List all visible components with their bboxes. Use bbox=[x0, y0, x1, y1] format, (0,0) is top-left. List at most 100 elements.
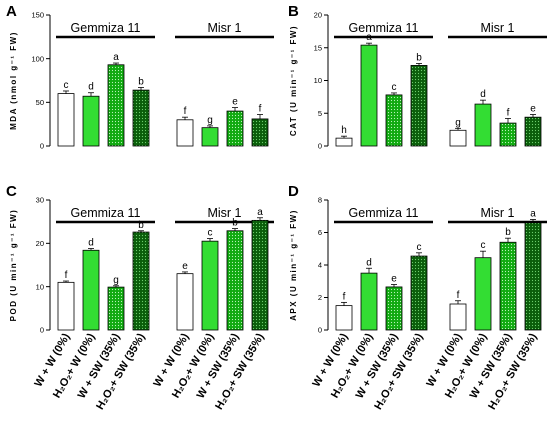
bar bbox=[176, 273, 194, 331]
y-tick-label: 20 bbox=[314, 11, 322, 20]
y-tick-label: 0 bbox=[318, 142, 322, 151]
significance-letter: e bbox=[182, 261, 188, 272]
bar bbox=[82, 249, 100, 331]
significance-letter: b bbox=[232, 218, 238, 229]
y-tick-label: 20 bbox=[36, 239, 44, 248]
bar bbox=[474, 257, 492, 331]
bar bbox=[385, 94, 403, 147]
y-tick-label: 2 bbox=[318, 293, 322, 302]
bar bbox=[57, 281, 75, 331]
significance-letter: d bbox=[366, 257, 372, 268]
bar bbox=[107, 286, 125, 331]
y-axis-label: POD (U min⁻¹ g⁻¹ FW) bbox=[9, 209, 18, 322]
significance-letter: c bbox=[481, 240, 486, 251]
bar bbox=[410, 255, 428, 331]
group-label: Gemmiza 11 bbox=[349, 206, 419, 220]
significance-letter: c bbox=[64, 80, 69, 91]
significance-letter: f bbox=[457, 290, 460, 301]
group-label: Misr 1 bbox=[480, 206, 514, 220]
bar bbox=[524, 116, 542, 147]
significance-letter: d bbox=[88, 82, 94, 93]
significance-letter: b bbox=[505, 227, 511, 238]
y-tick-label: 50 bbox=[36, 98, 44, 107]
significance-letter: a bbox=[257, 207, 263, 218]
y-tick-label: 10 bbox=[314, 76, 322, 85]
significance-letter: f bbox=[507, 107, 510, 118]
significance-letter: d bbox=[480, 89, 486, 100]
significance-letter: c bbox=[208, 228, 213, 239]
bar bbox=[474, 103, 492, 147]
y-axis-label: CAT (U min⁻¹ g⁻¹ FW) bbox=[289, 25, 298, 136]
group-label: Misr 1 bbox=[207, 206, 241, 220]
significance-letter: b bbox=[138, 220, 144, 231]
bar bbox=[201, 240, 219, 331]
bar bbox=[251, 118, 269, 147]
y-axis-label: MDA (nmol g⁻¹ FW) bbox=[9, 31, 18, 130]
y-tick-label: 150 bbox=[31, 11, 44, 20]
y-tick-label: 0 bbox=[40, 142, 44, 151]
significance-letter: b bbox=[138, 76, 144, 87]
significance-letter: g bbox=[207, 115, 213, 126]
bar bbox=[82, 95, 100, 147]
y-tick-label: 30 bbox=[36, 196, 44, 205]
bar bbox=[226, 230, 244, 331]
bar bbox=[132, 89, 150, 147]
bar bbox=[176, 119, 194, 147]
y-tick-label: 0 bbox=[40, 326, 44, 335]
panel-letter: B bbox=[288, 3, 299, 20]
significance-letter: h bbox=[341, 125, 347, 136]
y-tick-label: 100 bbox=[31, 54, 44, 63]
panel-letter: A bbox=[6, 3, 17, 20]
y-tick-label: 5 bbox=[318, 109, 322, 118]
significance-letter: g bbox=[455, 117, 461, 128]
significance-letter: f bbox=[343, 291, 346, 302]
significance-letter: g bbox=[113, 275, 119, 286]
y-tick-label: 8 bbox=[318, 196, 322, 205]
panel-letter: D bbox=[288, 183, 299, 200]
group-label: Misr 1 bbox=[480, 21, 514, 35]
group-label: Gemmiza 11 bbox=[71, 206, 141, 220]
significance-letter: c bbox=[417, 242, 422, 253]
panel-letter: C bbox=[6, 183, 17, 200]
bar bbox=[449, 303, 467, 331]
significance-letter: d bbox=[88, 238, 94, 249]
significance-letter: e bbox=[391, 274, 397, 285]
bar bbox=[201, 127, 219, 147]
y-tick-label: 15 bbox=[314, 43, 322, 52]
significance-letter: a bbox=[366, 32, 372, 43]
y-tick-label: 4 bbox=[318, 261, 322, 270]
significance-letter: f bbox=[259, 104, 262, 115]
significance-letter: f bbox=[65, 270, 68, 281]
significance-letter: a bbox=[113, 52, 119, 63]
significance-letter: c bbox=[392, 82, 397, 93]
bar bbox=[360, 272, 378, 331]
bar bbox=[226, 110, 244, 147]
bar bbox=[335, 137, 353, 147]
group-label: Misr 1 bbox=[207, 21, 241, 35]
bar bbox=[335, 305, 353, 331]
bar bbox=[385, 286, 403, 331]
panel-D: D 0 2 4 6 8 APX (U min⁻¹ g⁻¹ FW) Gemmiza 11 f d e c… bbox=[288, 183, 547, 412]
panel-A: A 0 50 100 150 MDA (nmol g⁻¹ FW) Gemmiza 11 c d a… bbox=[6, 3, 274, 151]
significance-letter: e bbox=[232, 97, 238, 108]
bar bbox=[132, 231, 150, 331]
bar bbox=[251, 219, 269, 331]
group-label: Gemmiza 11 bbox=[71, 21, 141, 35]
bar bbox=[360, 44, 378, 147]
bar bbox=[499, 122, 517, 147]
y-tick-label: 0 bbox=[318, 326, 322, 335]
bar bbox=[57, 93, 75, 147]
significance-letter: a bbox=[530, 209, 536, 220]
panel-C: C 0 10 20 30 POD (U min⁻¹ g⁻¹ FW) Gemmiza 11 f d… bbox=[6, 183, 274, 412]
bar bbox=[499, 241, 517, 331]
y-tick-label: 10 bbox=[36, 282, 44, 291]
bar bbox=[449, 129, 467, 147]
significance-letter: b bbox=[416, 52, 422, 63]
significance-letter: f bbox=[184, 106, 187, 117]
group-label: Gemmiza 11 bbox=[349, 21, 419, 35]
significance-letter: e bbox=[530, 104, 536, 115]
bar bbox=[410, 65, 428, 147]
y-tick-label: 6 bbox=[318, 228, 322, 237]
y-axis-label: APX (U min⁻¹ g⁻¹ FW) bbox=[289, 209, 298, 321]
